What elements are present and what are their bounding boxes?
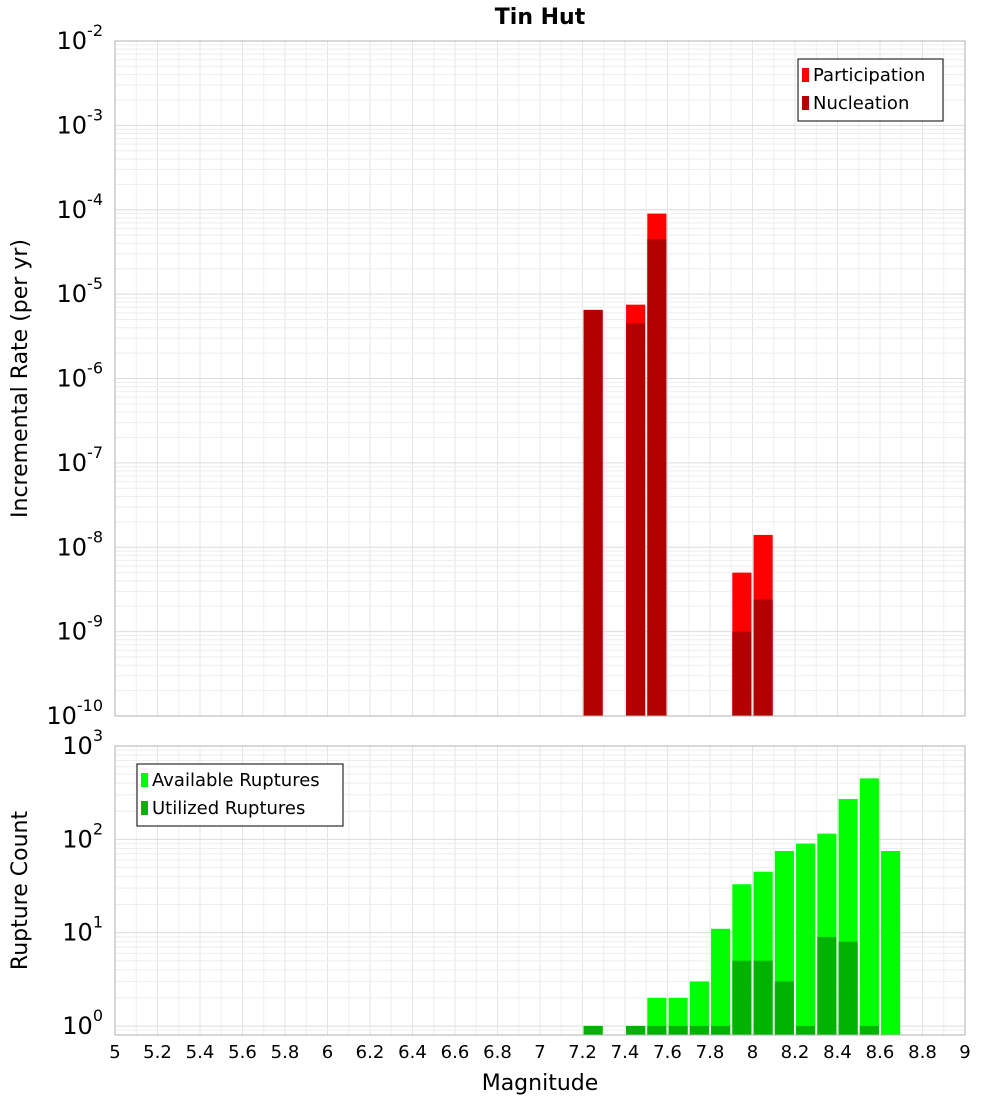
- bar: [732, 631, 752, 716]
- y-tick-label: 10-10: [46, 696, 103, 730]
- bar: [881, 850, 901, 1035]
- legend-swatch: [802, 68, 809, 82]
- bar: [711, 928, 731, 1035]
- x-tick-label: 5: [109, 1042, 120, 1063]
- bar: [626, 323, 646, 716]
- y-tick-label: 10-8: [57, 527, 104, 561]
- y-tick-label: 10-5: [57, 274, 104, 308]
- bar: [583, 309, 603, 716]
- x-tick-label: 7.8: [696, 1042, 725, 1063]
- bar: [859, 778, 879, 1035]
- bar: [647, 239, 667, 716]
- x-tick-label: 7.6: [653, 1042, 682, 1063]
- x-tick-label: 7.4: [611, 1042, 640, 1063]
- x-tick-label: 6.6: [441, 1042, 470, 1063]
- x-tick-label: 5.4: [186, 1042, 215, 1063]
- y-tick-label: 10-4: [57, 190, 104, 224]
- chart-panel-0: 10-10 10-9 10-8 10-7 10-6 10-5 10-4 10-3 10-2 Inc…: [8, 5, 966, 730]
- bar: [753, 599, 773, 716]
- x-tick-label: 6.4: [398, 1042, 427, 1063]
- legend-swatch: [802, 96, 809, 110]
- x-axis-label: Magnitude: [482, 1071, 599, 1096]
- x-tick-label: 9: [959, 1042, 970, 1063]
- y-axis-label: Incremental Rate (per yr): [8, 239, 33, 518]
- bar: [774, 981, 794, 1035]
- bar: [838, 941, 858, 1035]
- bar: [583, 1025, 603, 1035]
- y-tick-label: 10-3: [57, 105, 104, 139]
- y-tick-label: 100: [62, 1006, 103, 1040]
- y-tick-label: 103: [62, 726, 103, 760]
- legend-label: Participation: [813, 65, 925, 86]
- plot-frame: [114, 40, 966, 717]
- y-axis-label: Rupture Count: [8, 811, 33, 971]
- x-tick-label: 6.2: [356, 1042, 385, 1063]
- x-tick-label: 5.6: [228, 1042, 257, 1063]
- bar: [796, 1025, 816, 1035]
- chart-title: Tin Hut: [495, 5, 586, 30]
- y-tick-label: 102: [62, 819, 103, 853]
- bar: [647, 1025, 667, 1035]
- y-tick-label: 10-9: [57, 612, 104, 646]
- legend-label: Nucleation: [813, 93, 909, 114]
- bar: [753, 960, 773, 1035]
- x-tick-label: 8.4: [823, 1042, 852, 1063]
- legend-swatch: [141, 773, 148, 787]
- bar: [817, 936, 837, 1035]
- x-tick-label: 5.2: [143, 1042, 172, 1063]
- x-tick-label: 8: [747, 1042, 758, 1063]
- legend-box: [136, 763, 344, 827]
- bar: [647, 997, 667, 1035]
- legend-box: [797, 58, 944, 122]
- bar: [711, 1025, 731, 1035]
- legend-label: Utilized Ruptures: [152, 798, 305, 819]
- x-tick-label: 8.2: [781, 1042, 810, 1063]
- bar: [859, 1025, 879, 1035]
- x-tick-label: 7: [534, 1042, 545, 1063]
- x-tick-label: 8.8: [908, 1042, 937, 1063]
- legend-swatch: [141, 801, 148, 815]
- x-tick-label: 6: [322, 1042, 333, 1063]
- x-tick-label: 5.8: [271, 1042, 300, 1063]
- y-tick-label: 10-2: [57, 21, 104, 55]
- bar: [689, 1025, 709, 1035]
- bar: [668, 1025, 688, 1035]
- y-tick-label: 101: [62, 913, 103, 947]
- y-tick-label: 10-6: [57, 359, 104, 393]
- y-tick-label: 10-7: [57, 443, 104, 477]
- bar: [732, 960, 752, 1035]
- chart-panel-1: 100 101 102 103 Rupture Count 5 5.2 5.4 5.6 5.8 6 6…: [8, 726, 971, 1096]
- bar: [689, 981, 709, 1035]
- x-tick-label: 8.6: [866, 1042, 895, 1063]
- legend-label: Available Ruptures: [152, 770, 320, 791]
- bar: [668, 997, 688, 1035]
- bar: [626, 1025, 646, 1035]
- bar: [796, 843, 816, 1035]
- x-tick-label: 6.8: [483, 1042, 512, 1063]
- legend: Available Ruptures Utilized Ruptures: [136, 763, 344, 827]
- series-1: [583, 936, 879, 1035]
- plot-frame: [114, 745, 966, 1036]
- x-tick-label: 7.2: [568, 1042, 597, 1063]
- series-1: [583, 239, 773, 716]
- legend: Participation Nucleation: [797, 58, 944, 122]
